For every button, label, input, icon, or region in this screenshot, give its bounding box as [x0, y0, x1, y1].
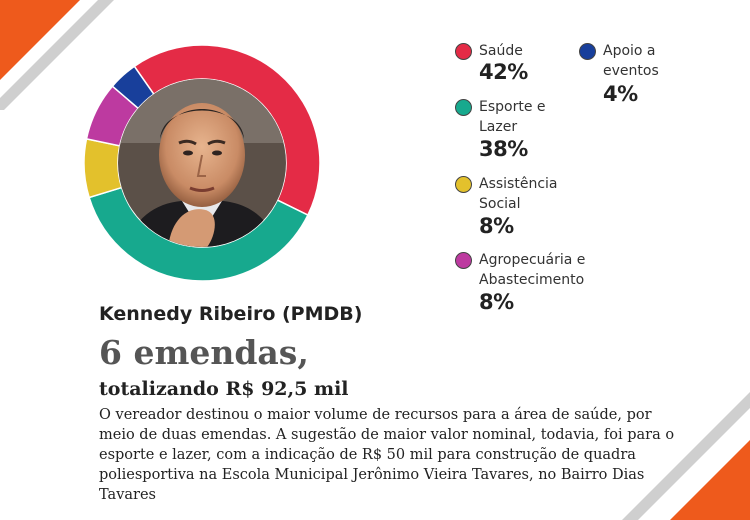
legend-dot-icon	[455, 252, 472, 269]
legend-value: 8%	[479, 214, 514, 238]
legend-label: Saúde	[479, 43, 523, 59]
legend-dot-icon	[455, 176, 472, 193]
politician-name: Kennedy Ribeiro (PMDB)	[99, 303, 363, 325]
legend-value: 4%	[603, 82, 638, 106]
legend-label: Apoio a eventos	[603, 43, 659, 79]
bottom-right-corner-stripes	[622, 392, 750, 520]
amendments-count: 6 emendas,	[99, 333, 309, 372]
amendments-total: totalizando R$ 92,5 mil	[99, 378, 349, 400]
legend-label: Esporte e Lazer	[479, 99, 546, 135]
orange-corner-triangle	[0, 0, 80, 80]
gray-corner-stripe	[622, 392, 750, 520]
legend-dot-icon	[455, 43, 472, 60]
top-left-corner-stripes	[0, 0, 114, 110]
donut-chart	[83, 44, 321, 282]
orange-corner-triangle	[670, 440, 750, 520]
legend-value: 38%	[479, 137, 528, 161]
legend-label: Assistência Social	[479, 176, 558, 212]
legend-label: Agropecuária e Abastecimento	[479, 252, 586, 288]
legend-dot-icon	[455, 99, 472, 116]
donut-slices	[83, 44, 321, 282]
legend-value: 8%	[479, 290, 514, 314]
legend-dot-icon	[579, 43, 596, 60]
description-text: O vereador destinou o maior volume de re…	[99, 407, 675, 503]
legend-value: 42%	[479, 60, 528, 84]
gray-corner-stripe	[0, 0, 114, 110]
donut-slice-2	[83, 137, 123, 199]
